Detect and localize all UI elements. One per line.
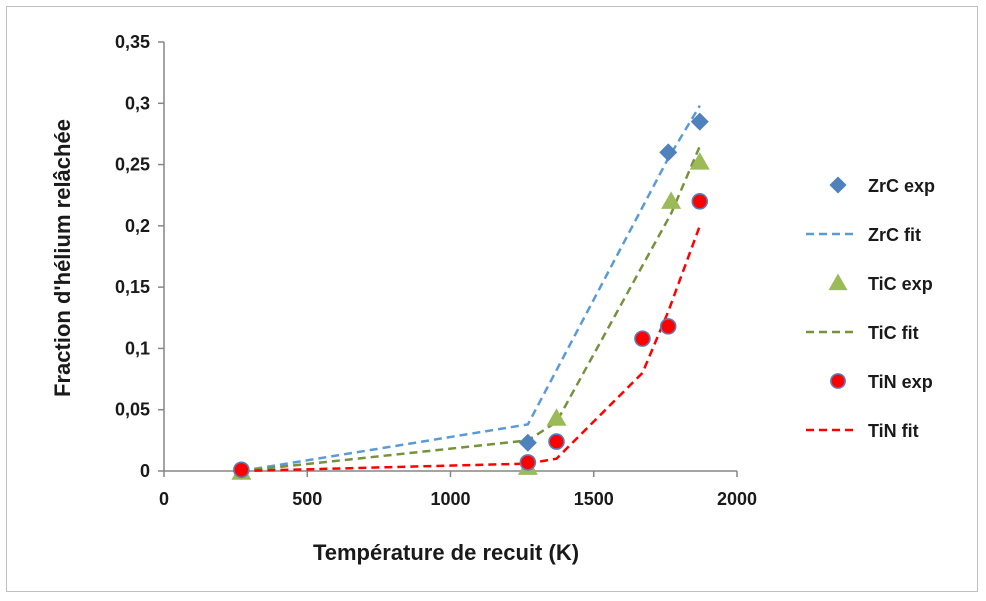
legend: ZrC exp ZrC fit TiC exp TiC fit TiN exp TiN f… [806,176,935,441]
tin-exp-point [548,433,565,450]
zrc-fit-line [241,105,701,473]
tin-exp-point [233,461,250,479]
y-tick-label: 0 [140,461,150,481]
tin-exp-point [659,318,677,335]
y-tick-label: 0,15 [115,277,150,297]
axes: 0 0,05 0,1 0,15 0,2 0,25 0,3 0,35 0 500 1000 1500 20… [115,32,757,509]
y-tick-label: 0,3 [125,93,150,113]
y-tick-label: 0,35 [115,32,150,52]
data-points [231,112,710,480]
tin-exp-point [519,454,537,471]
tic-fit-line [241,145,701,473]
tin-exp-point [691,193,709,210]
y-axis-title: Fraction d'hélium relâchée [50,119,75,397]
x-tick-label: 1500 [574,489,614,509]
tin-fit-line [241,225,701,473]
y-tick-label: 0,25 [115,155,150,175]
x-tick-label: 1000 [430,489,470,509]
zrc-exp-legend-label: ZrC exp [868,176,935,196]
tin-fit-legend-label: TiN fit [868,421,919,441]
tic-exp-point [689,152,710,170]
zrc-fit-legend-label: ZrC fit [868,225,921,245]
tic-exp-legend-label: TiC exp [868,274,933,294]
fit-lines [241,105,701,473]
tic-exp-point [546,408,567,426]
tic-exp-legend-marker [828,273,848,291]
y-tick-label: 0,1 [125,338,150,358]
chart-frame [6,6,978,592]
zrc-exp-point [518,433,537,452]
tic-fit-legend-label: TiC fit [868,323,919,343]
zrc-exp-point [690,112,709,131]
x-tick-label: 2000 [717,489,757,509]
x-tick-label: 500 [292,489,322,509]
tic-exp-point [661,191,682,209]
x-axis-title: Température de recuit (K) [313,540,579,565]
x-tick-label: 0 [159,489,169,509]
tin-exp-legend-marker [830,373,846,389]
zrc-exp-legend-marker [829,176,847,194]
tin-exp-legend-label: TiN exp [868,372,933,392]
y-tick-label: 0,2 [125,216,150,236]
y-tick-label: 0,05 [115,400,150,420]
tin-exp-point [634,330,651,347]
zrc-exp-point [659,143,678,162]
